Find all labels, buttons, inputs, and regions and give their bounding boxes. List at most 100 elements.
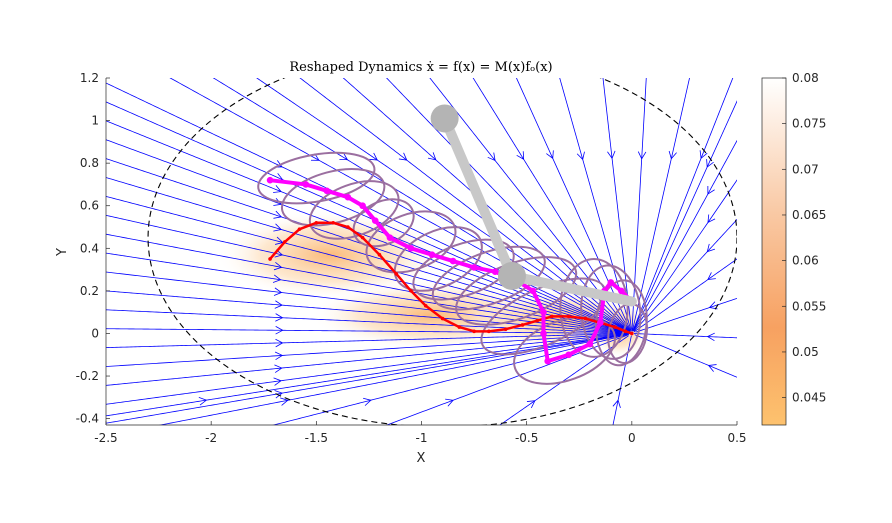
- y-tick-label: -0.2: [76, 369, 99, 383]
- red-trajectory: [268, 220, 634, 336]
- streamline-arrow: [612, 399, 621, 408]
- streamline: [106, 333, 630, 405]
- colorbar-tick-label: 0.075: [792, 117, 826, 131]
- trajectory-point: [470, 264, 478, 271]
- trajectory-point: [394, 272, 399, 276]
- streamline: [106, 333, 629, 417]
- trajectory-point: [613, 325, 617, 329]
- trajectory-point: [491, 268, 499, 276]
- trajectory-point: [377, 252, 382, 257]
- trajectory-point: [583, 316, 588, 321]
- streamline: [633, 258, 737, 333]
- trajectory-point: [535, 318, 539, 323]
- covariance-ellipse: [559, 257, 629, 358]
- trajectory-point: [550, 314, 554, 319]
- colorbar-tick-label: 0.07: [792, 162, 819, 176]
- streamline: [158, 333, 629, 425]
- colorbar-tick-label: 0.065: [792, 208, 826, 222]
- colorbar: 0.045 0.05 0.055 0.06 0.065 0.07 0.075 0.08: [761, 71, 826, 426]
- trajectory-point: [344, 193, 352, 201]
- streamline-arrow: [668, 150, 677, 160]
- trajectory-point: [596, 319, 604, 327]
- trajectory-point: [520, 323, 525, 327]
- trajectory-point: [487, 329, 491, 334]
- streamline-arrow: [445, 398, 454, 407]
- trajectory-point: [472, 329, 476, 334]
- streamline-arrow: [699, 150, 708, 160]
- x-axis-label: X: [417, 451, 426, 466]
- streamline-arrow: [280, 397, 289, 406]
- streamline-arrow: [273, 223, 282, 232]
- x-tick-label: -0.5: [515, 431, 538, 445]
- streamline-arrow: [706, 159, 714, 168]
- arm-base-joint: [430, 104, 459, 133]
- trajectory-point: [540, 330, 547, 337]
- streamline: [106, 333, 630, 386]
- streamline-arrow: [707, 272, 716, 281]
- streamline: [634, 334, 737, 378]
- colorbar-tick-label: 0.08: [792, 71, 819, 85]
- y-tick-label: 0: [91, 326, 99, 340]
- trajectory-point: [360, 235, 365, 240]
- trajectory-point: [331, 220, 335, 225]
- streamline: [385, 334, 629, 425]
- y-axis-label: Y: [55, 248, 70, 257]
- streamline: [633, 139, 737, 331]
- streamline-arrow: [487, 152, 496, 162]
- trajectory-point: [409, 289, 413, 293]
- streamline: [106, 290, 629, 334]
- trajectory-point: [297, 227, 302, 231]
- y-tick-label: 0.6: [80, 199, 99, 213]
- trajectory-point: [266, 176, 274, 184]
- streamline: [106, 333, 630, 349]
- streamline-arrow: [706, 332, 715, 342]
- covariance-ellipse: [412, 238, 515, 301]
- streamline-arrow: [363, 397, 372, 406]
- streamline: [106, 333, 629, 367]
- streamline-arrow: [273, 210, 283, 219]
- streamline: [632, 78, 734, 331]
- streamline-arrow: [707, 364, 717, 372]
- trajectory-point: [302, 181, 310, 188]
- streamline: [106, 271, 629, 334]
- x-tick-labels: -2.5 -2 -1.5 -1 -0.5 0 0.5: [94, 421, 747, 445]
- trajectory-point: [529, 287, 537, 295]
- trajectory-point: [346, 225, 350, 229]
- trajectory-point: [544, 357, 551, 365]
- streamline-arrow: [273, 261, 283, 271]
- y-tick-label: -0.4: [76, 412, 99, 426]
- x-tick-label: 0: [628, 431, 636, 445]
- streamline: [632, 100, 737, 332]
- colorbar-tick-label: 0.05: [792, 345, 819, 359]
- trajectory-point: [607, 279, 615, 286]
- streamline: [106, 233, 630, 334]
- streamline-arrow: [274, 390, 283, 399]
- streamline-arrow: [369, 152, 379, 161]
- streamline-arrow: [339, 152, 349, 161]
- streamline-arrow: [275, 326, 284, 335]
- trajectory-point: [540, 308, 547, 316]
- trajectory-point: [323, 187, 331, 195]
- streamline: [106, 333, 629, 424]
- streamline-arrow: [275, 338, 284, 348]
- streamline-arrow: [607, 150, 616, 160]
- colorbar-tick-label: 0.045: [792, 391, 826, 405]
- trajectory-point: [440, 316, 445, 321]
- trajectory-point: [618, 287, 625, 295]
- covariance-ellipse: [513, 316, 616, 385]
- trajectory-point: [428, 251, 436, 258]
- streamline: [106, 101, 630, 333]
- trajectory-point: [503, 327, 508, 332]
- streamline-arrow: [516, 151, 525, 160]
- streamline: [272, 334, 628, 425]
- y-tick-label: 0.8: [80, 156, 99, 170]
- streamline-arrow: [274, 249, 284, 258]
- colorbar-tick-label: 0.055: [792, 299, 826, 313]
- trajectory-point: [565, 351, 573, 359]
- colorbar-tick-label: 0.06: [792, 254, 819, 268]
- y-tick-label: 1.2: [80, 71, 99, 85]
- arm-elbow-joint: [497, 261, 526, 290]
- streamline-arrow: [526, 400, 536, 409]
- streamline: [633, 218, 737, 332]
- chart-title: Reshaped Dynamics ẋ = f(x) = M(x)fₒ(x): [289, 60, 552, 75]
